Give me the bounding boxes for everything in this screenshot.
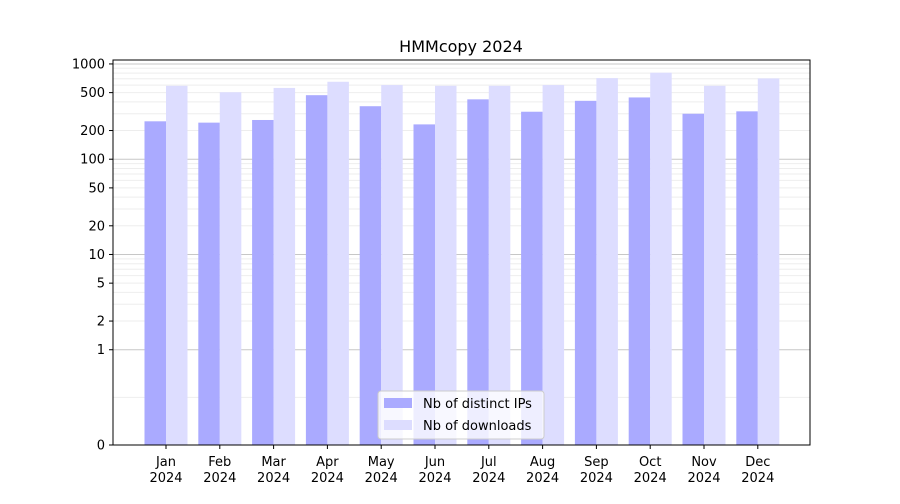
x-tick-label-month: Dec: [745, 455, 770, 470]
x-tick-label-month: Sep: [584, 455, 609, 470]
legend: Nb of distinct IPs Nb of downloads: [377, 390, 545, 440]
x-tick-label-month: Feb: [208, 455, 231, 470]
plot-frame: [112, 59, 811, 446]
chart-title: HMMcopy 2024: [399, 37, 523, 56]
x-tick-label-year: 2024: [526, 471, 559, 486]
x-tick-label-month: Mar: [261, 455, 286, 470]
x-tick-label-year: 2024: [311, 471, 344, 486]
y-tick-label: 100: [80, 153, 105, 168]
bar-downloads: [542, 85, 565, 445]
x-tick-label-month: May: [368, 455, 395, 470]
y-tick-label: 500: [80, 86, 105, 101]
y-tick-label: 10: [88, 248, 105, 263]
bar-distinct-ips: [144, 121, 166, 445]
x-tick-label-year: 2024: [687, 471, 720, 486]
y-tick-label: 1: [97, 343, 105, 358]
y-tick-label: 0: [97, 439, 105, 454]
bar-distinct-ips: [305, 95, 328, 445]
x-tick-label-year: 2024: [365, 471, 398, 486]
x-tick-label-year: 2024: [741, 471, 774, 486]
x-tick-label-month: Nov: [691, 455, 717, 470]
bar-distinct-ips: [521, 111, 543, 446]
legend-swatch-ips: [384, 398, 412, 408]
legend-frame: [377, 390, 545, 440]
bar-downloads: [704, 85, 726, 446]
bar-distinct-ips: [252, 119, 274, 445]
y-tick-label: 2: [97, 315, 105, 330]
bar-downloads: [219, 92, 242, 445]
bar-downloads: [381, 85, 403, 445]
x-tick-label-year: 2024: [418, 471, 451, 486]
bar-downloads: [166, 85, 188, 446]
bar-downloads: [327, 81, 349, 445]
x-tick-label-month: Jun: [424, 455, 445, 470]
x-tick-label-year: 2024: [203, 471, 236, 486]
y-tick-label: 5: [97, 277, 105, 292]
x-tick-label-year: 2024: [580, 471, 613, 486]
x-tick-label-year: 2024: [472, 471, 505, 486]
x-tick-label-month: Jan: [155, 455, 176, 470]
bar-distinct-ips: [467, 99, 489, 445]
x-tick-label-year: 2024: [149, 471, 182, 486]
bar-downloads: [273, 87, 296, 445]
x-tick-label-month: Apr: [316, 455, 339, 470]
bar-distinct-ips: [628, 97, 651, 445]
bar-distinct-ips: [682, 113, 704, 446]
x-axis: Jan2024Feb2024Mar2024Apr2024May2024Jun20…: [149, 445, 774, 486]
bar-distinct-ips: [736, 111, 758, 445]
y-tick-label: 1000: [72, 57, 105, 72]
bars: [144, 72, 780, 446]
x-tick-label-month: Jul: [480, 455, 497, 470]
y-tick-label: 200: [80, 124, 105, 139]
bar-downloads: [757, 78, 780, 445]
bar-distinct-ips: [413, 124, 435, 445]
bar-downloads: [488, 85, 511, 446]
x-tick-label-month: Aug: [530, 455, 555, 470]
bar-distinct-ips: [359, 106, 382, 445]
legend-label-ips: Nb of distinct IPs: [423, 397, 532, 412]
y-axis: 0 1 2 5 10 20 50 100 200 500 1000: [72, 57, 113, 454]
bar-downloads: [435, 85, 457, 446]
x-tick-label-year: 2024: [257, 471, 290, 486]
bar-distinct-ips: [574, 100, 597, 446]
bar-distinct-ips: [198, 122, 220, 446]
y-tick-label: 50: [88, 181, 105, 196]
legend-swatch-downloads: [384, 420, 412, 430]
x-tick-label-year: 2024: [634, 471, 667, 486]
bar-downloads: [650, 72, 672, 445]
legend-label-downloads: Nb of downloads: [423, 419, 532, 434]
y-tick-label: 20: [88, 219, 105, 234]
x-tick-label-month: Oct: [639, 455, 661, 470]
bar-downloads: [596, 78, 618, 446]
